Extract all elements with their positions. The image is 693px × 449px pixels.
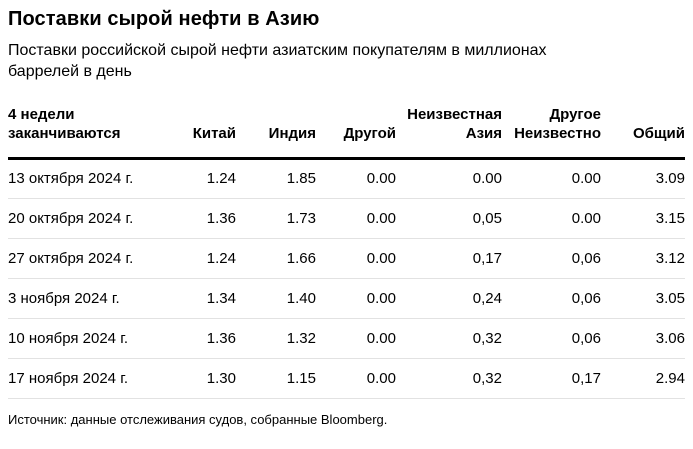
value-cell-china: 1.24 — [158, 238, 236, 279]
value-cell-other: 0.00 — [316, 278, 396, 319]
subtitle-line-1: Поставки российской сырой нефти азиатски… — [8, 42, 547, 59]
page-title: Поставки сырой нефти в Азию — [8, 8, 320, 30]
value-cell-total: 3.09 — [601, 158, 685, 199]
column-header-other-unknown: Другое Неизвестно — [502, 105, 601, 160]
value-cell-total: 3.12 — [601, 238, 685, 279]
value-cell-india: 1.85 — [236, 158, 316, 199]
column-header-total: Общий — [601, 105, 685, 160]
table-row: 27 октября 2024 г. 1.24 1.66 0.00 0,17 0… — [8, 238, 685, 279]
value-cell-india: 1.73 — [236, 198, 316, 239]
value-cell-india: 1.32 — [236, 318, 316, 359]
value-cell-other-unknown: 0,06 — [502, 318, 601, 359]
value-cell-other: 0.00 — [316, 358, 396, 399]
value-cell-other-unknown: 0.00 — [502, 198, 601, 239]
value-cell-other-unknown: 0,17 — [502, 358, 601, 399]
date-cell: 20 октября 2024 г. — [8, 198, 158, 239]
column-header-other: Другой — [316, 105, 396, 160]
value-cell-other: 0.00 — [316, 158, 396, 199]
value-cell-unknown-asia: 0,32 — [396, 318, 502, 359]
value-cell-unknown-asia: 0,17 — [396, 238, 502, 279]
table-row: 10 ноября 2024 г. 1.36 1.32 0.00 0,32 0,… — [8, 318, 685, 359]
value-cell-other-unknown: 0.00 — [502, 158, 601, 199]
subtitle-line-2: баррелей в день — [8, 63, 132, 81]
value-cell-total: 2.94 — [601, 358, 685, 399]
value-cell-total: 3.15 — [601, 198, 685, 239]
value-cell-unknown-asia: 0,32 — [396, 358, 502, 399]
date-cell: 3 ноября 2024 г. — [8, 278, 158, 319]
date-cell: 13 октября 2024 г. — [8, 158, 158, 199]
date-cell: 27 октября 2024 г. — [8, 238, 158, 279]
table-body: 13 октября 2024 г. 1.24 1.85 0.00 0.00 0… — [8, 158, 685, 399]
value-cell-china: 1.36 — [158, 318, 236, 359]
value-cell-india: 1.40 — [236, 278, 316, 319]
value-cell-china: 1.30 — [158, 358, 236, 399]
value-cell-other: 0.00 — [316, 198, 396, 239]
value-cell-india: 1.15 — [236, 358, 316, 399]
table-row: 13 октября 2024 г. 1.24 1.85 0.00 0.00 0… — [8, 158, 685, 199]
source-note: Источник: данные отслеживания судов, соб… — [8, 411, 388, 427]
value-cell-total: 3.05 — [601, 278, 685, 319]
value-cell-other: 0.00 — [316, 238, 396, 279]
value-cell-total: 3.06 — [601, 318, 685, 359]
value-cell-unknown-asia: 0,05 — [396, 198, 502, 239]
table-header: 4 недели заканчиваются Китай Индия Друго… — [8, 105, 685, 160]
page-subtitle: Поставки российской сырой нефти азиатски… — [8, 40, 685, 82]
value-cell-other-unknown: 0,06 — [502, 238, 601, 279]
value-cell-unknown-asia: 0.00 — [396, 158, 502, 199]
column-header-india: Индия — [236, 105, 316, 160]
value-cell-unknown-asia: 0,24 — [396, 278, 502, 319]
header-row: 4 недели заканчиваются Китай Индия Друго… — [8, 105, 685, 160]
value-cell-china: 1.24 — [158, 158, 236, 199]
column-header-unknown-asia: Неизвестная Азия — [396, 105, 502, 160]
data-table: 4 недели заканчиваются Китай Индия Друго… — [8, 105, 685, 399]
table-row: 20 октября 2024 г. 1.36 1.73 0.00 0,05 0… — [8, 198, 685, 239]
date-cell: 10 ноября 2024 г. — [8, 318, 158, 359]
value-cell-china: 1.34 — [158, 278, 236, 319]
column-header-china: Китай — [158, 105, 236, 160]
date-cell: 17 ноября 2024 г. — [8, 358, 158, 399]
value-cell-other: 0.00 — [316, 318, 396, 359]
column-header-period: 4 недели заканчиваются — [8, 105, 158, 160]
value-cell-other-unknown: 0,06 — [502, 278, 601, 319]
value-cell-india: 1.66 — [236, 238, 316, 279]
value-cell-china: 1.36 — [158, 198, 236, 239]
table-row: 17 ноября 2024 г. 1.30 1.15 0.00 0,32 0,… — [8, 358, 685, 399]
table-row: 3 ноября 2024 г. 1.34 1.40 0.00 0,24 0,0… — [8, 278, 685, 319]
